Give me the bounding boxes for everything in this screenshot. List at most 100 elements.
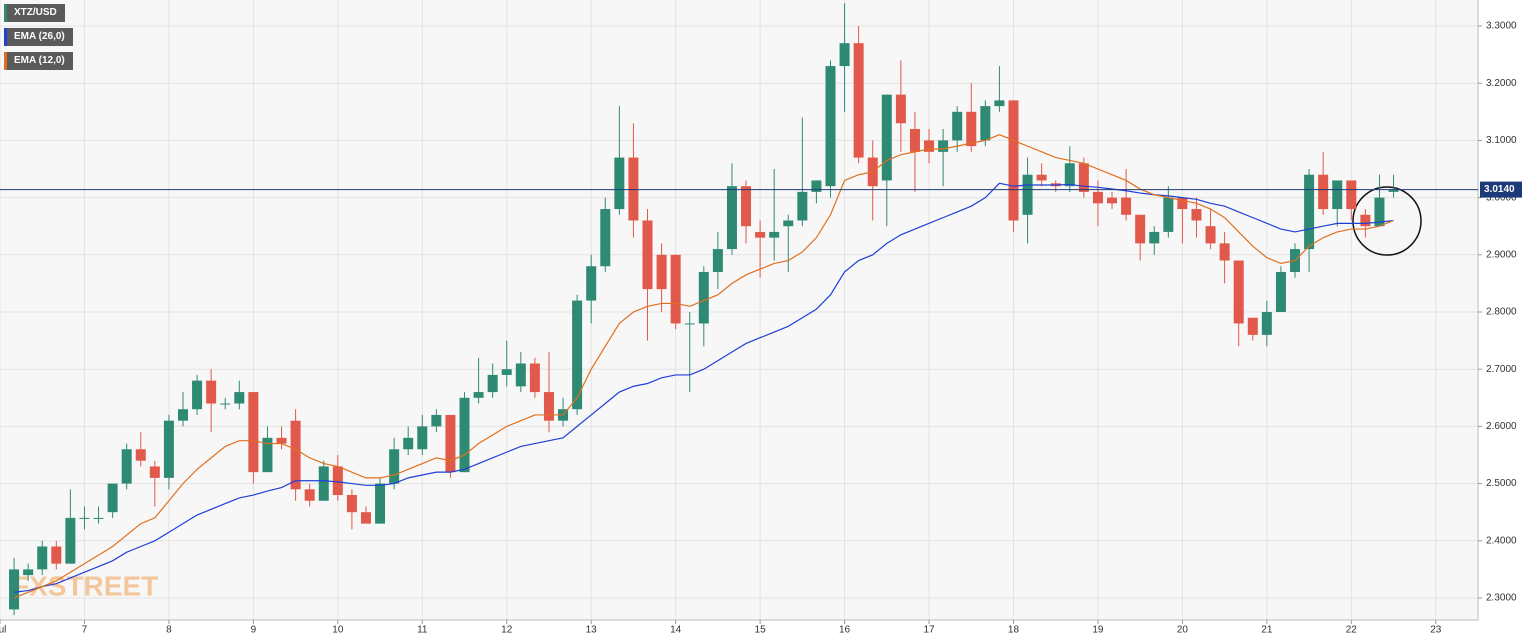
candle-body	[1261, 312, 1272, 335]
legend-swatch	[4, 28, 7, 46]
x-tick-label: 9	[251, 625, 257, 636]
candle-body	[121, 449, 132, 484]
candle-body	[1233, 260, 1244, 324]
y-tick-label: 2.5000	[1486, 478, 1517, 489]
candle-body	[375, 483, 386, 524]
candle-body	[741, 186, 752, 227]
candle-body	[290, 420, 301, 490]
candle-body	[628, 157, 639, 221]
x-tick-label: 20	[1177, 625, 1189, 636]
candle-body	[642, 220, 653, 290]
watermark: FXSTREET	[12, 570, 158, 601]
y-tick-label: 3.2000	[1486, 78, 1517, 89]
candle-body	[417, 426, 428, 450]
legend-swatch	[4, 4, 7, 22]
candle-body	[23, 569, 34, 576]
x-tick-label: 13	[586, 625, 598, 636]
candle-body	[1064, 163, 1075, 187]
candle-body	[473, 392, 484, 398]
candle-body	[1177, 197, 1188, 210]
legend-label: EMA (12,0)	[14, 55, 65, 66]
plot-area	[0, 0, 1478, 620]
candle-body	[93, 517, 104, 519]
legend-label: EMA (26,0)	[14, 31, 65, 42]
candle-body	[149, 466, 160, 478]
candle-body	[1163, 197, 1174, 232]
candle-body	[332, 466, 343, 496]
candle-body	[1247, 317, 1258, 335]
candle-body	[431, 414, 442, 427]
candle-body	[698, 271, 709, 324]
candle-body	[445, 414, 456, 473]
y-tick-label: 2.4000	[1486, 535, 1517, 546]
y-tick-label: 3.1000	[1486, 135, 1517, 146]
candle-body	[487, 374, 498, 393]
candle-body	[895, 94, 906, 124]
x-tick-label: 22	[1346, 625, 1358, 636]
candle-body	[1304, 174, 1315, 250]
candle-body	[79, 517, 90, 519]
candle-body	[529, 363, 540, 393]
candle-body	[1036, 174, 1047, 181]
candle-body	[1360, 214, 1371, 227]
candle-body	[572, 300, 583, 410]
candle-body	[586, 266, 597, 301]
candle-body	[726, 186, 737, 250]
candle-body	[304, 489, 315, 501]
candle-body	[881, 94, 892, 181]
candle-body	[938, 140, 949, 152]
candle-body	[656, 254, 667, 290]
candle-body	[839, 43, 850, 67]
candle-body	[1008, 100, 1019, 221]
candle-body	[614, 157, 625, 210]
candle-body	[318, 466, 329, 501]
legend: XTZ/USD EMA (26,0) EMA (12,0)	[4, 4, 73, 76]
candle-body	[248, 392, 259, 473]
candle-body	[1078, 163, 1089, 192]
candle-body	[1121, 197, 1132, 215]
candle-body	[389, 449, 400, 484]
candle-body	[459, 397, 470, 473]
y-tick-label: 3.3000	[1486, 21, 1517, 32]
x-tick-label: 16	[839, 625, 851, 636]
x-tick-label: 23	[1430, 625, 1442, 636]
candle-body	[37, 546, 48, 570]
legend-entry: EMA (26,0)	[4, 28, 73, 46]
candle-body	[262, 437, 273, 473]
x-tick-label: 14	[670, 625, 682, 636]
x-tick-label: 21	[1261, 625, 1273, 636]
candle-body	[670, 254, 681, 324]
candle-body	[1388, 189, 1399, 192]
legend-label: XTZ/USD	[14, 7, 57, 18]
annotation-circle	[1352, 186, 1422, 256]
candle-body	[1022, 174, 1033, 215]
candle-body	[51, 546, 62, 564]
x-tick-label: 12	[501, 625, 513, 636]
x-tick-label: 17	[923, 625, 935, 636]
ema-line	[13, 134, 1394, 599]
candle-body	[712, 249, 723, 272]
candle-body	[909, 128, 920, 152]
candle-body	[515, 363, 526, 387]
candle-body	[346, 495, 357, 513]
candle-body	[966, 111, 977, 147]
y-tick-label: 2.3000	[1486, 593, 1517, 604]
candle-body	[206, 380, 217, 404]
candle-body	[853, 43, 864, 158]
candle-body	[234, 392, 245, 404]
candle-body	[192, 380, 203, 410]
last-price-box	[1480, 181, 1522, 198]
candle-body	[1332, 180, 1343, 210]
candle-body	[994, 100, 1005, 107]
candle-body	[163, 420, 174, 478]
candle-body	[684, 323, 695, 325]
ema-line	[14, 182, 1394, 593]
legend-entry: EMA (12,0)	[4, 52, 73, 70]
candle-body	[501, 369, 512, 375]
candle-body	[177, 409, 188, 421]
candle-body	[783, 220, 794, 227]
candle-body	[980, 106, 991, 141]
candle-body	[1318, 174, 1329, 210]
candle-body	[9, 569, 20, 610]
y-tick-label: 2.9000	[1486, 249, 1517, 260]
